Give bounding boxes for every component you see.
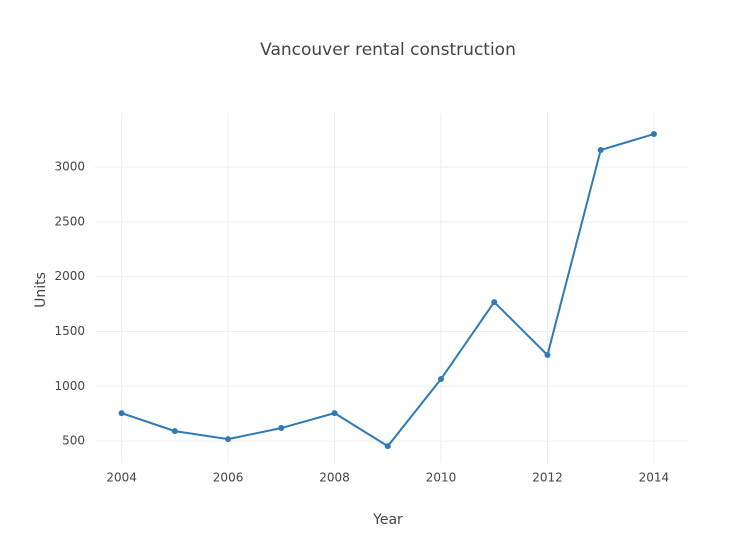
y-axis-title: Units xyxy=(33,272,49,308)
y-tick-label: 1500 xyxy=(54,324,85,338)
y-tick-label: 1000 xyxy=(54,379,85,393)
x-tick-label: 2006 xyxy=(213,471,244,485)
marker xyxy=(491,299,498,306)
x-tick-label: 2010 xyxy=(426,471,457,485)
chart-title: Vancouver rental construction xyxy=(260,40,516,60)
marker xyxy=(384,443,391,450)
y-tick-label: 500 xyxy=(62,434,85,448)
marker xyxy=(278,425,285,432)
x-tick-label: 2004 xyxy=(106,471,137,485)
marker xyxy=(225,436,232,443)
x-tick-label: 2008 xyxy=(319,471,350,485)
x-tick-label: 2012 xyxy=(532,471,563,485)
marker xyxy=(650,131,657,138)
y-tick-label: 2000 xyxy=(54,269,85,283)
y-tick-label: 3000 xyxy=(54,160,85,174)
grid: 500 1000 1500 2000 2500 3000 2004 2006 2008 2010 2… xyxy=(54,113,688,485)
plot xyxy=(118,131,657,450)
marker xyxy=(331,410,338,417)
marker xyxy=(171,428,178,435)
x-tick-label: 2014 xyxy=(639,471,670,485)
marker xyxy=(544,352,551,359)
x-axis-title: Year xyxy=(372,512,403,528)
marker xyxy=(597,147,604,154)
marker xyxy=(118,410,125,417)
marker xyxy=(438,376,445,383)
y-tick-label: 2500 xyxy=(54,214,85,228)
line xyxy=(121,133,655,448)
